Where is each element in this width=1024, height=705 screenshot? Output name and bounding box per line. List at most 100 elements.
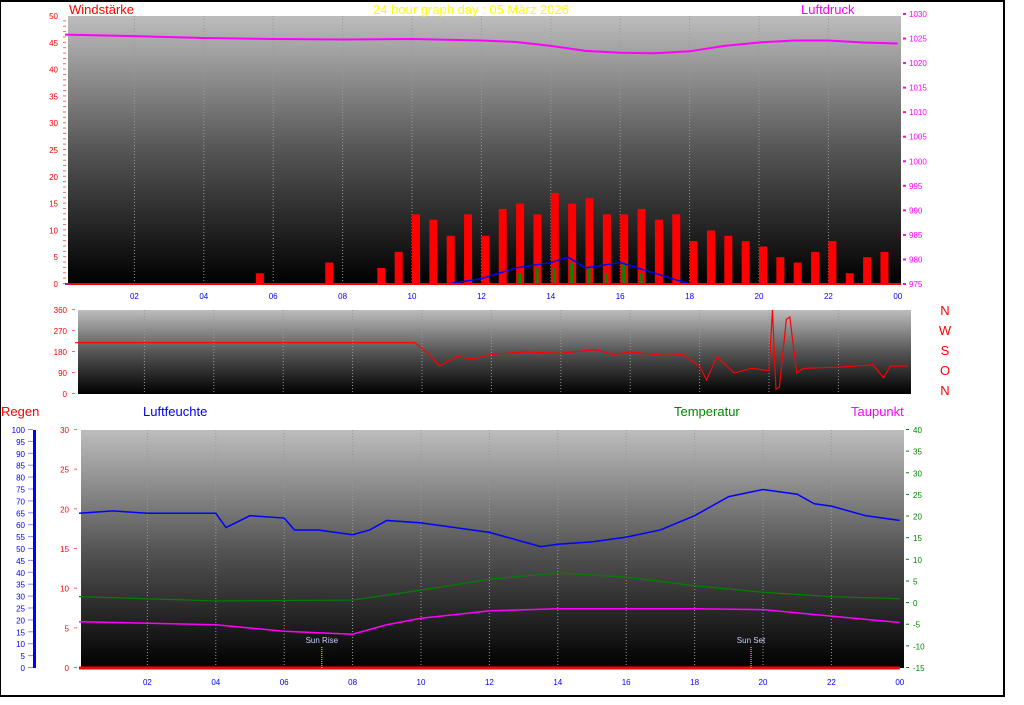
tick (63, 68, 66, 70)
rain-tick-label: 10 (60, 585, 69, 594)
tick (72, 372, 75, 373)
pressure-tick-label: 985 (909, 231, 923, 240)
wind-gust-bar (446, 235, 455, 284)
tick (63, 84, 66, 86)
tick (63, 149, 66, 150)
direction-tick-label: 270 (54, 327, 68, 336)
tick (63, 79, 66, 81)
wind-gust-bar (585, 198, 594, 284)
temperature-tick-label: 35 (913, 448, 922, 457)
tick (63, 186, 66, 188)
humidity-tick-label: 70 (16, 497, 25, 506)
humidity-tick-label: 50 (16, 545, 25, 554)
rain-tick-label: 0 (65, 664, 70, 673)
wind-gust-bar (880, 251, 889, 284)
wind-gust-bar (724, 235, 733, 284)
temperature-tick-label: -5 (913, 621, 921, 630)
tick (906, 623, 909, 625)
wind-low-bar (535, 267, 539, 284)
wind-tick-label: 0 (54, 280, 59, 289)
tick (63, 116, 66, 118)
humidity-tick-label: 5 (21, 652, 26, 661)
pressure-axis-label: Luftdruck (801, 2, 855, 17)
wind-tick-label: 30 (49, 119, 58, 128)
tick (63, 165, 66, 167)
tick (63, 100, 66, 102)
pressure-tick-label: 1015 (909, 84, 927, 93)
wind-gust-bar (255, 273, 264, 284)
tick (906, 450, 909, 452)
humidity-tick-label: 55 (16, 533, 25, 542)
tick (63, 213, 66, 215)
wind-gust-bar (429, 219, 438, 284)
wind-low-bar (639, 273, 643, 284)
tick (63, 95, 66, 97)
humidity-tick-label: 0 (21, 664, 26, 673)
humidity-axis-label: Luftfeuchte (143, 404, 208, 419)
tick (63, 181, 66, 183)
tick (906, 493, 909, 495)
humidity-tick-label: 10 (16, 640, 25, 649)
tick (903, 86, 906, 89)
tick (63, 245, 66, 247)
humidity-tick-label: 95 (16, 438, 25, 447)
tick (63, 154, 66, 156)
time-tick-label: 22 (824, 292, 833, 301)
wind-tick-label: 40 (49, 66, 58, 75)
temperature-tick-label: 5 (913, 577, 918, 586)
tick (74, 627, 77, 629)
tick (903, 62, 906, 65)
tick (28, 440, 33, 442)
tick (63, 218, 66, 220)
wind-gust-bar (516, 203, 525, 284)
time-tick-label: 06 (280, 678, 289, 687)
wind-low-bar (570, 262, 574, 284)
tick (63, 277, 66, 279)
wind-gust-bar (602, 214, 611, 284)
wind-low-bar (622, 262, 626, 284)
tick (903, 209, 906, 212)
wind-gust-bar (550, 192, 559, 284)
tick (63, 73, 66, 75)
tick (903, 37, 906, 40)
time-tick-label: 06 (269, 292, 278, 301)
tick (28, 559, 33, 561)
rain-axis-label: Regen (1, 404, 40, 419)
tick (63, 256, 66, 258)
humidity-tick-label: 15 (16, 628, 25, 637)
tick (63, 138, 66, 140)
time-tick-label: 00 (893, 292, 902, 301)
tick (906, 472, 909, 474)
time-tick-label: 02 (143, 678, 152, 687)
tick (28, 548, 33, 549)
temperature-line (78, 572, 900, 602)
tick (63, 266, 66, 268)
tick (903, 111, 906, 114)
tick (63, 191, 66, 193)
time-tick-label: 02 (130, 292, 139, 301)
humidity-line (78, 488, 900, 548)
humidity-tick-label: 20 (16, 616, 25, 625)
tick (906, 537, 909, 539)
tick (63, 175, 66, 177)
temperature-tick-label: 30 (913, 469, 922, 478)
wind-gust-bar (811, 251, 820, 284)
wind-tick-label: 5 (54, 253, 59, 262)
time-tick-label: 12 (485, 678, 494, 687)
time-tick-label: 16 (622, 678, 631, 687)
sun-label: Sun Set (737, 636, 766, 645)
tick (906, 558, 909, 560)
tick (74, 429, 77, 430)
tick (72, 330, 75, 331)
pressure-tick-label: 1025 (909, 35, 927, 44)
wind-axis-label: Windstärke (69, 2, 135, 17)
tick (28, 452, 33, 454)
tick (906, 667, 909, 668)
tick (28, 631, 33, 633)
tick (903, 283, 906, 285)
tick (28, 571, 33, 573)
tick (63, 224, 66, 226)
tick (63, 159, 66, 161)
temperature-tick-label: -15 (913, 664, 925, 673)
tick (28, 524, 33, 526)
